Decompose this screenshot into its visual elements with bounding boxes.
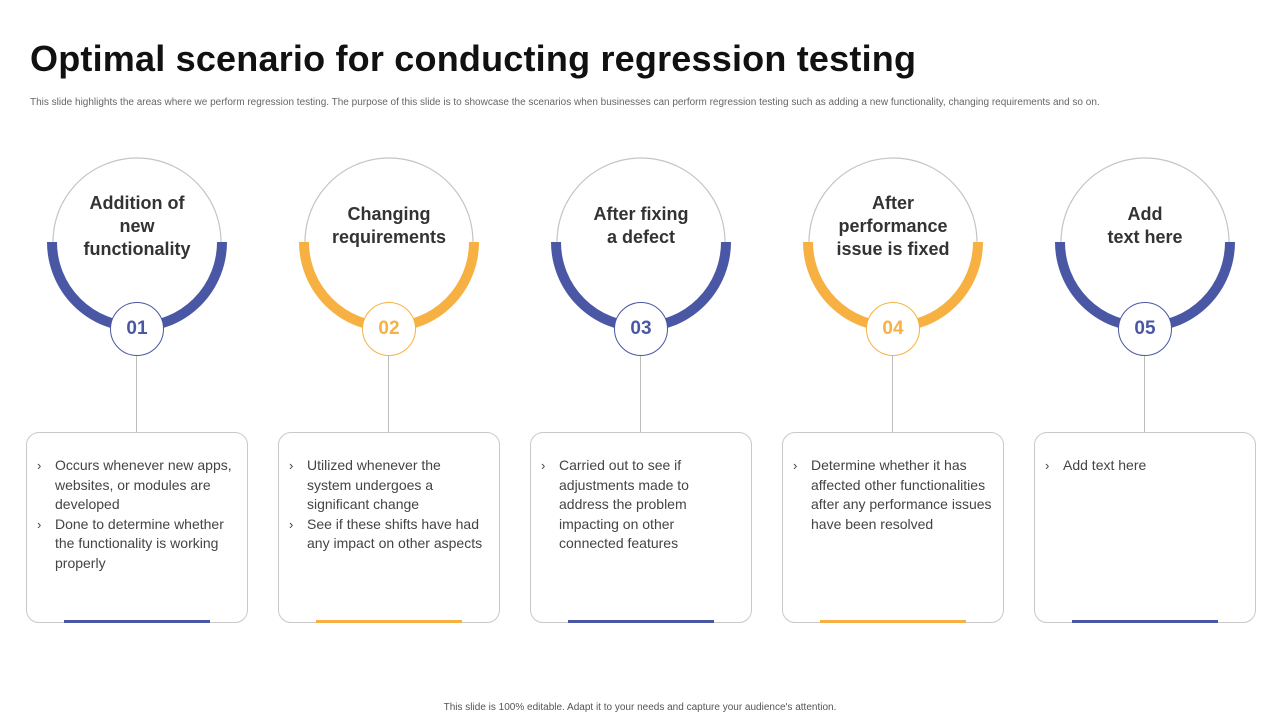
scenario-title: Addition of new functionality <box>62 180 212 272</box>
bullet-text: Add text here <box>1063 457 1147 473</box>
scenario-title-line: a defect <box>606 227 675 247</box>
chevron-right-icon: › <box>37 516 42 532</box>
bullet-item: › Occurs whenever new apps, websites, or … <box>37 456 237 515</box>
bullet-item: › Carried out to see if adjustments made … <box>541 456 741 554</box>
scenario-card-04: After performance issue is fixed 04 › Determi… <box>782 150 1004 624</box>
description-box: › Determine whether it has affected other… <box>782 432 1004 623</box>
bullet-text: Utilized whenever the system undergoes a… <box>307 457 441 512</box>
thin-top-arc <box>304 157 474 267</box>
accent-bar <box>64 620 210 623</box>
bullet-text: Determine whether it has affected other … <box>811 457 992 532</box>
scenario-title-line: Changing <box>347 204 431 224</box>
slide-title: Optimal scenario for conducting regressi… <box>30 38 917 79</box>
connector-line <box>136 356 137 432</box>
slide-subtitle: This slide highlights the areas where we… <box>30 97 1100 108</box>
bullet-item: › Utilized whenever the system undergoes … <box>289 456 489 515</box>
scenario-card-02: Changing requirements 02 › Utilized whenever… <box>278 150 500 624</box>
scenario-title-line: requirements <box>331 227 447 247</box>
bullet-item: › Done to determine whether the functiona… <box>37 515 237 574</box>
thin-top-arc <box>52 157 222 267</box>
bullet-text: Occurs whenever new apps, websites, or m… <box>55 457 232 512</box>
accent-bar <box>568 620 714 623</box>
scenario-title-line: After <box>871 192 914 213</box>
scenario-title: Changing requirements <box>314 180 464 272</box>
step-number-badge: 02 <box>362 302 416 356</box>
accent-bar <box>316 620 462 623</box>
chevron-right-icon: › <box>1045 458 1050 473</box>
description-box: › Utilized whenever the system undergoes … <box>278 432 500 623</box>
scenario-title-line: issue is fixed <box>836 238 950 259</box>
step-number-badge: 01 <box>110 302 164 356</box>
description-box: › Carried out to see if adjustments made … <box>530 432 752 623</box>
scenario-card-03: After fixing a defect 03 › Carried out to se… <box>530 150 752 624</box>
scenario-title-line: text here <box>1107 227 1183 247</box>
scenario-title: After performance issue is fixed <box>818 180 968 272</box>
step-number-badge: 03 <box>614 302 668 356</box>
bullet-item: › See if these shifts have had any impact… <box>289 515 489 554</box>
accent-bar <box>1072 620 1218 623</box>
slide-footer: This slide is 100% editable. Adapt it to… <box>443 702 837 713</box>
connector-line <box>640 356 641 432</box>
thin-top-arc <box>556 157 726 267</box>
scenario-title-line: Addition of <box>89 192 185 213</box>
scenario-title: Add text here <box>1070 180 1220 272</box>
thin-top-arc <box>808 157 978 267</box>
scenario-title-line: After fixing <box>593 204 689 224</box>
accent-bar <box>820 620 966 623</box>
scenario-title-line: performance <box>838 215 948 236</box>
connector-line <box>1144 356 1145 432</box>
chevron-right-icon: › <box>289 458 294 473</box>
connector-line <box>388 356 389 432</box>
connector-line <box>892 356 893 432</box>
chevron-right-icon: › <box>541 458 546 473</box>
step-number-badge: 04 <box>866 302 920 356</box>
scenario-card-01: Addition of new functionality 01 › Occurs whe… <box>26 150 248 624</box>
chevron-right-icon: › <box>793 458 798 473</box>
bullet-text: Done to determine whether the functional… <box>55 515 224 571</box>
bullet-item: › Determine whether it has affected other… <box>793 456 993 534</box>
chevron-right-icon: › <box>37 458 42 473</box>
bullet-text: Carried out to see if adjustments made t… <box>559 457 689 551</box>
description-box: › Occurs whenever new apps, websites, or … <box>26 432 248 623</box>
scenario-title-line: functionality <box>83 238 191 259</box>
step-number-badge: 05 <box>1118 302 1172 356</box>
scenario-card-05: Add text here 05 › Add text here <box>1034 150 1256 624</box>
bullet-item: › Add text here <box>1045 456 1245 476</box>
thin-top-arc <box>1060 157 1230 267</box>
scenario-title-line: Add <box>1127 204 1163 224</box>
scenario-title: After fixing a defect <box>566 180 716 272</box>
description-box: › Add text here <box>1034 432 1256 623</box>
chevron-right-icon: › <box>289 516 294 532</box>
scenario-title-line: new <box>119 215 155 236</box>
bullet-text: See if these shifts have had any impact … <box>307 515 483 552</box>
